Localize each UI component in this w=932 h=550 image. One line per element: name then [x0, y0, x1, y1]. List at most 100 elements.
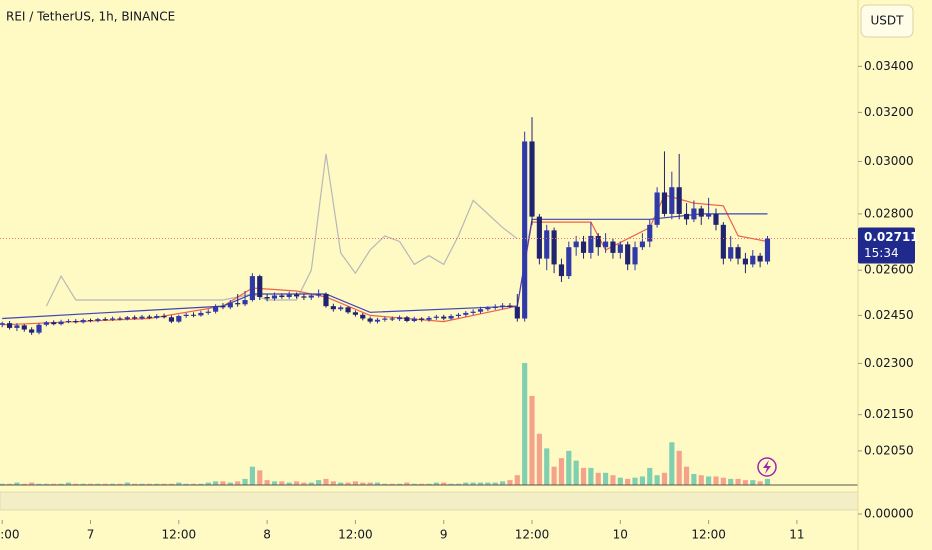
candle-body: [249, 276, 255, 301]
volume-bar: [36, 483, 42, 485]
volume-bar: [742, 480, 748, 485]
x-tick-label: 12:00: [515, 528, 550, 542]
candle-body: [625, 244, 631, 265]
candle-body: [580, 241, 587, 253]
candle-body: [683, 213, 690, 220]
candle-body: [213, 306, 219, 312]
oscillator-band: [0, 491, 859, 511]
y-tick-label: 0.02600: [864, 263, 914, 277]
volume-bar: [360, 482, 366, 485]
x-tick-label: 12:00: [162, 528, 197, 542]
candle-body: [463, 312, 469, 315]
volume-bar: [683, 466, 690, 485]
volume-bar: [617, 477, 623, 485]
candle-body: [65, 320, 72, 322]
volume-bar: [14, 482, 20, 485]
candle-body: [352, 312, 358, 315]
volume-bar: [271, 481, 278, 485]
volume-bar: [661, 472, 668, 485]
volume-bar: [301, 482, 307, 485]
candle-body: [242, 300, 248, 305]
candle-body: [124, 317, 130, 320]
candle-body: [573, 241, 579, 248]
volume-bar: [51, 483, 57, 485]
volume-bar: [433, 482, 439, 485]
candle-body: [330, 306, 336, 310]
candle-body: [374, 319, 381, 322]
volume-bar: [117, 483, 123, 485]
candle-body: [382, 318, 388, 320]
y-tick-label: 0.02800: [864, 206, 914, 220]
candle-body: [345, 307, 351, 313]
volume-bar: [176, 482, 182, 485]
volume-bar: [477, 482, 484, 485]
volume-bar: [154, 483, 160, 485]
candle-body: [87, 320, 94, 322]
volume-bar: [249, 466, 255, 485]
candle-body: [14, 325, 20, 328]
candle-body: [522, 141, 528, 319]
volume-bar: [529, 395, 535, 485]
volume-bar: [764, 478, 771, 485]
volume-bar: [29, 482, 35, 485]
volume-bar: [558, 458, 565, 485]
volume-bar: [507, 480, 513, 485]
volume-bar: [102, 483, 108, 485]
candle-body: [389, 318, 395, 320]
volume-bar: [492, 482, 498, 485]
y-tick-label: 0.03400: [864, 59, 914, 73]
candle-body: [21, 325, 27, 330]
candle-body: [73, 320, 79, 323]
volume-bar: [264, 480, 270, 485]
x-tick-label: 7: [87, 528, 95, 542]
volume-bar: [345, 482, 351, 485]
candle-body: [205, 311, 211, 313]
candle-body: [529, 141, 535, 217]
candle-body: [514, 306, 520, 319]
flash-bolt: [763, 460, 771, 474]
candle-body: [190, 314, 197, 316]
volume-bar: [639, 476, 645, 485]
volume-bar: [95, 483, 101, 485]
candle-body: [29, 329, 35, 333]
volume-bar: [323, 478, 329, 485]
candle-body: [411, 318, 417, 321]
volume-bar: [87, 483, 94, 485]
candle-body: [6, 323, 13, 328]
volume-bar: [124, 482, 130, 485]
volume-bar: [139, 483, 145, 485]
volume-bar: [536, 433, 542, 485]
candle-body: [154, 316, 160, 318]
candle-body: [544, 230, 550, 259]
candle-body: [286, 294, 292, 298]
volume-bar: [0, 483, 5, 485]
volume-bar: [293, 481, 300, 485]
volume-bar: [396, 483, 403, 485]
candle-body: [735, 247, 741, 259]
currency-button[interactable]: [860, 4, 914, 38]
volume-bar: [352, 481, 358, 485]
candle-body: [595, 235, 601, 248]
volume-bar: [654, 475, 660, 485]
candle-body: [161, 316, 167, 318]
volume-bar: [58, 483, 64, 485]
candle-body: [757, 255, 763, 262]
volume-bar: [279, 481, 285, 485]
x-tick-label: 11: [789, 528, 804, 542]
volume-bar: [374, 482, 381, 485]
candle-body: [146, 316, 152, 318]
flash-icon[interactable]: [757, 457, 777, 477]
volume-bar: [308, 482, 314, 485]
volume-bar: [227, 482, 233, 485]
x-tick-label: 12:00: [0, 528, 20, 542]
candle-body: [51, 322, 57, 325]
volume-bar: [73, 483, 79, 485]
volume-bar: [213, 481, 219, 485]
candle-body: [536, 216, 542, 259]
volume-bar: [669, 442, 675, 485]
candle-body: [632, 247, 638, 265]
candle-body: [80, 320, 86, 323]
volume-bar: [713, 476, 719, 485]
volume-bar: [728, 478, 734, 485]
candle-body: [426, 317, 432, 320]
